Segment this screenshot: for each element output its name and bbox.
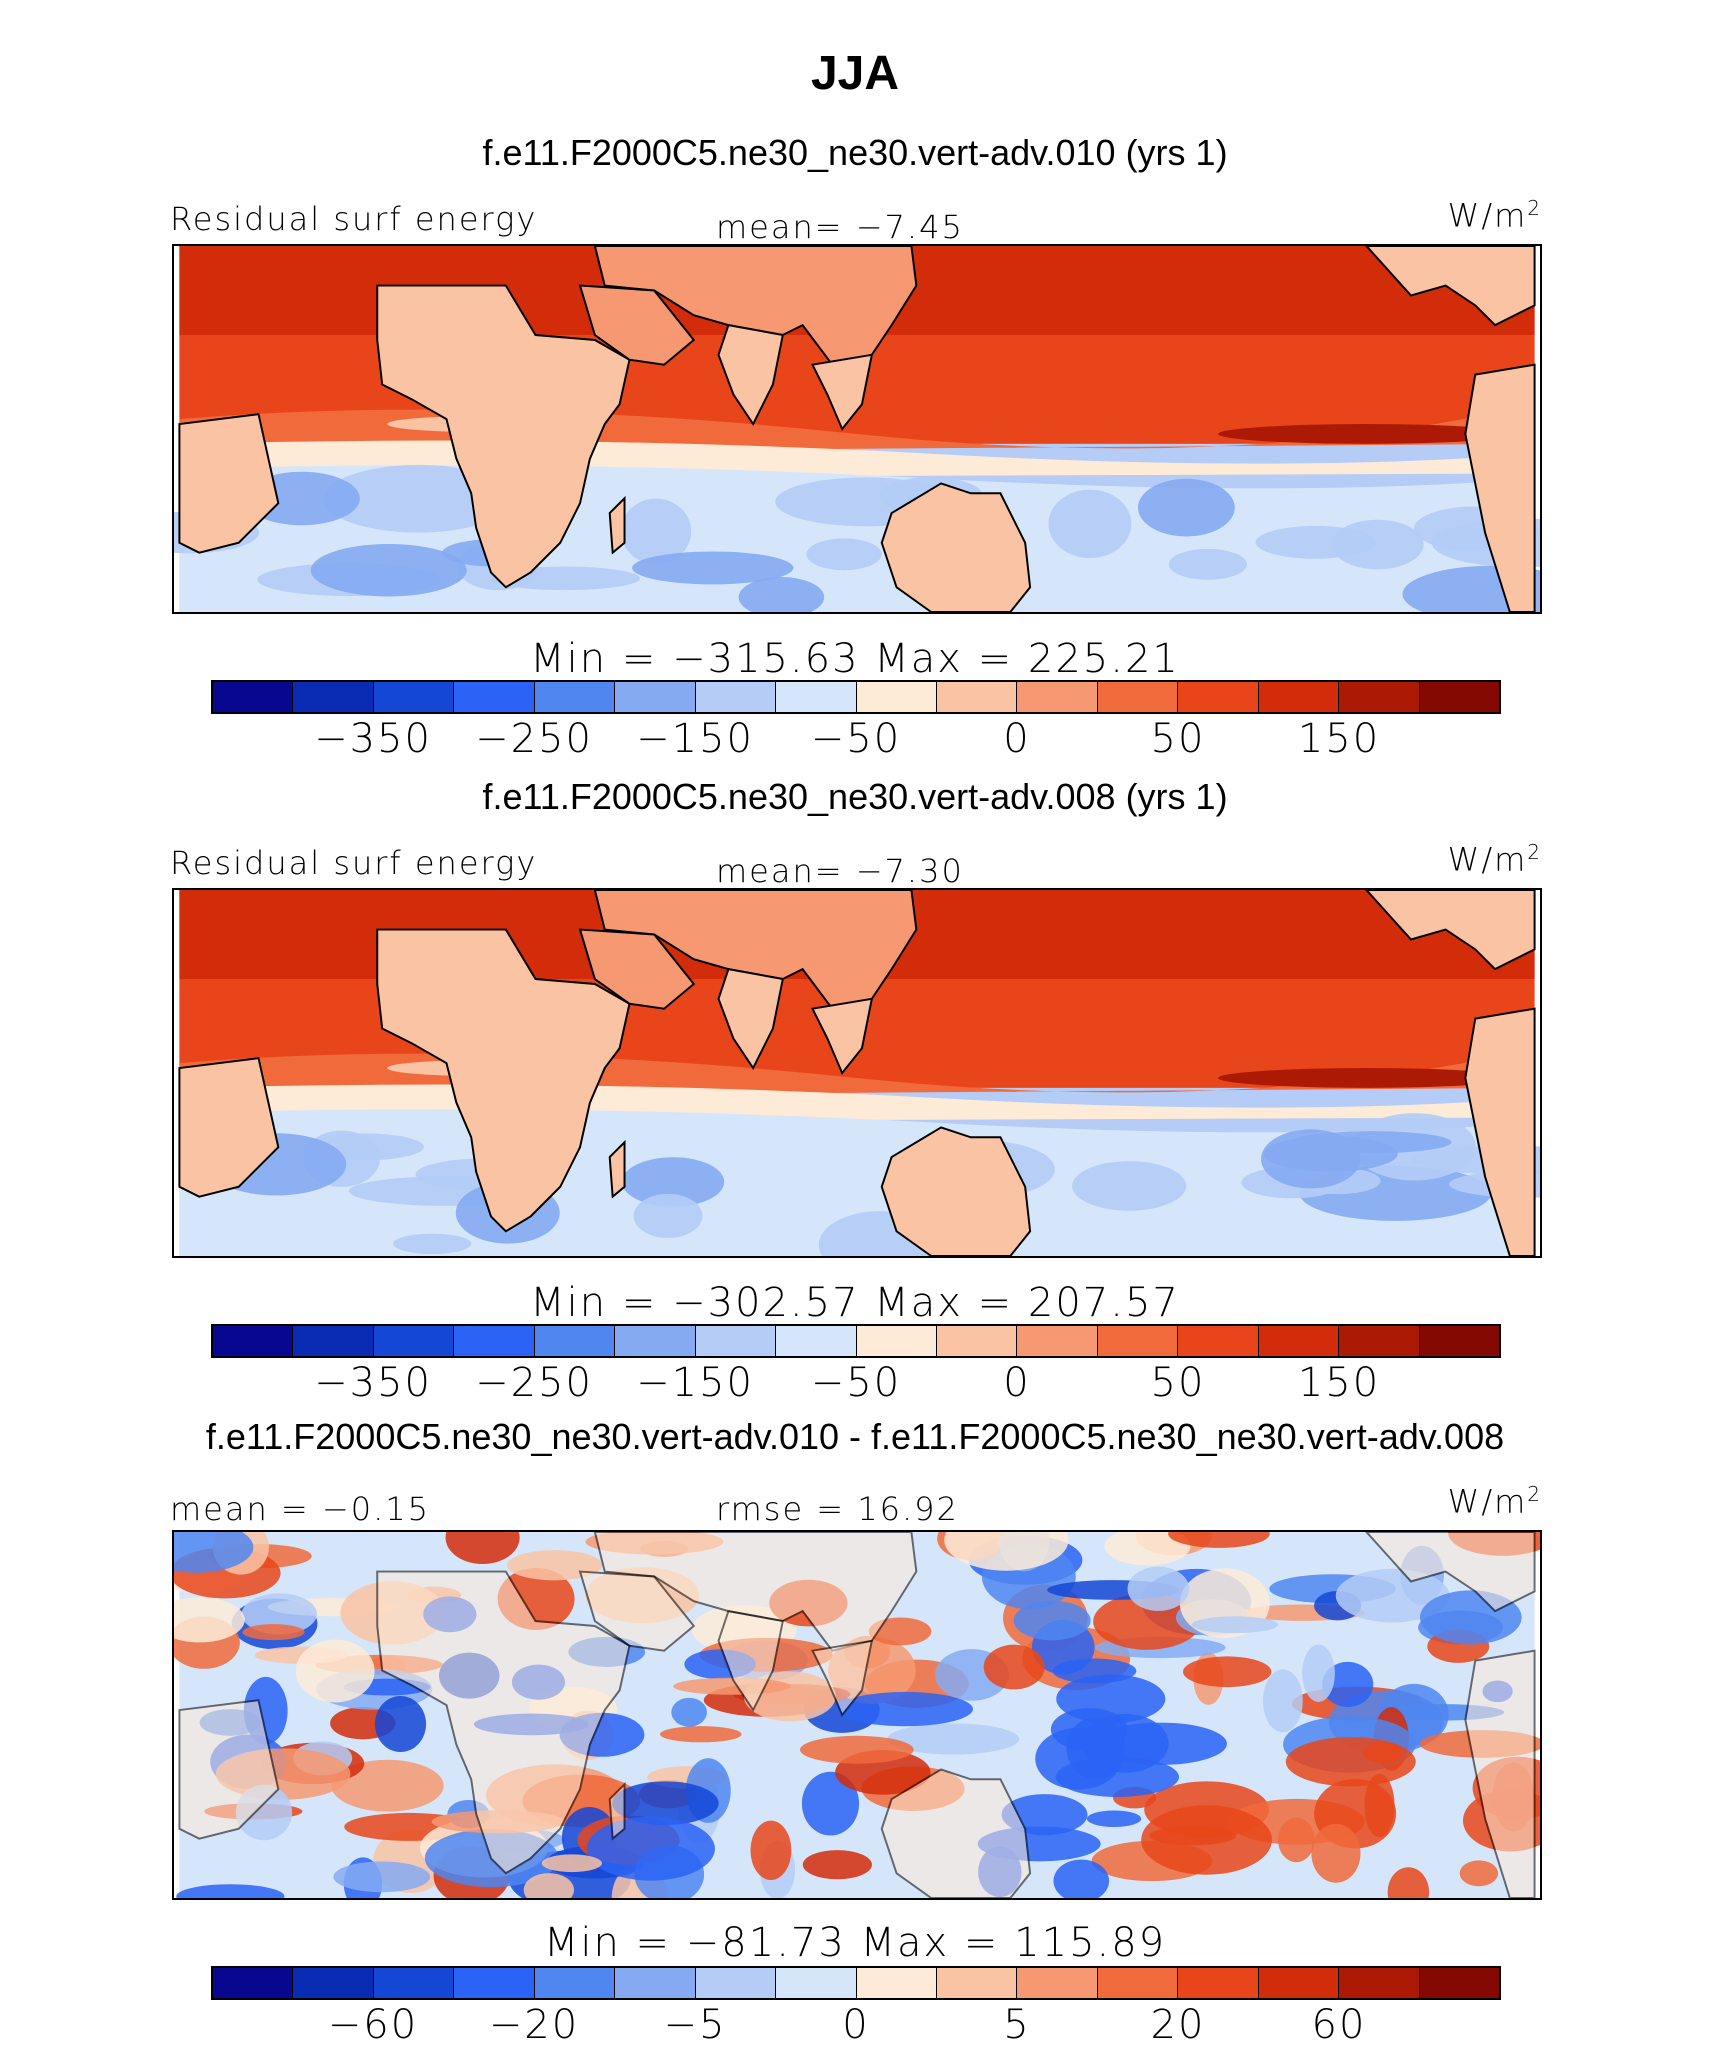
panel-2-map	[172, 888, 1542, 1258]
panel-3-title: f.e11.F2000C5.ne30_ne30.vert-adv.010 - f…	[205, 1416, 1505, 1457]
panel-2-minmax: Min = −302.57 Max = 207.57	[530, 1280, 1180, 1326]
colorbar-swatch	[213, 1968, 294, 1998]
colorbar-swatch	[1419, 1968, 1499, 1998]
panel-1-tick: −250	[475, 716, 593, 762]
colorbar-swatch	[1339, 1968, 1420, 1998]
colorbar-swatch	[373, 1968, 455, 1998]
panel-2-tick: 150	[1297, 1360, 1381, 1406]
panel-1-colorbar	[211, 680, 1501, 714]
panel-1-title: f.e11.F2000C5.ne30_ne30.vert-adv.010 (yr…	[482, 132, 1228, 173]
colorbar-swatch	[1097, 1326, 1179, 1356]
panel-2-tick: −250	[475, 1360, 593, 1406]
panel-3-tick: −20	[488, 2002, 580, 2048]
colorbar-swatch	[1419, 1326, 1499, 1356]
figure-title: JJA	[810, 47, 900, 100]
colorbar-swatch	[1258, 682, 1340, 712]
panel-2-tick: −350	[314, 1360, 432, 1406]
colorbar-swatch	[454, 682, 535, 712]
colorbar-swatch	[373, 1326, 455, 1356]
colorbar-swatch	[1178, 1968, 1259, 1998]
colorbar-swatch	[615, 1968, 696, 1998]
colorbar-swatch	[293, 682, 374, 712]
panel-2-variable-label: Residual surf energy	[170, 844, 538, 882]
panel-3-tick: 0	[842, 2002, 870, 2048]
colorbar-swatch	[1017, 1968, 1098, 1998]
panel-3-tick: 5	[1003, 2002, 1031, 2048]
colorbar-swatch	[534, 682, 616, 712]
panel-3-map	[172, 1530, 1542, 1900]
panel-2-colorbar	[211, 1324, 1501, 1358]
colorbar-swatch	[615, 1326, 696, 1356]
panel-1-tick: −150	[636, 716, 754, 762]
colorbar-swatch	[776, 682, 857, 712]
colorbar-swatch	[293, 1326, 374, 1356]
colorbar-swatch	[1339, 1326, 1420, 1356]
panel-2-mean-label: mean= −7.30	[716, 852, 964, 890]
colorbar-swatch	[454, 1326, 535, 1356]
colorbar-swatch	[1258, 1326, 1340, 1356]
colorbar-swatch	[936, 682, 1018, 712]
panel-2-tick: 0	[1003, 1360, 1031, 1406]
colorbar-swatch	[1419, 682, 1499, 712]
colorbar-swatch	[293, 1968, 374, 1998]
colorbar-swatch	[936, 1326, 1018, 1356]
colorbar-swatch	[1339, 682, 1420, 712]
colorbar-swatch	[856, 1968, 937, 1998]
colorbar-swatch	[213, 682, 294, 712]
panel-1-mean-label: mean= −7.45	[716, 208, 964, 246]
panel-2-units: W/m2	[1447, 840, 1542, 879]
panel-3-tick: 60	[1311, 2002, 1367, 2048]
panel-1-minmax: Min = −315.63 Max = 225.21	[530, 636, 1180, 682]
panel-3-colorbar	[211, 1966, 1501, 2000]
panel-1-map	[172, 244, 1542, 614]
colorbar-swatch	[1178, 682, 1259, 712]
panel-3-tick: −5	[663, 2002, 727, 2048]
colorbar-swatch	[615, 682, 696, 712]
panel-1-tick: 50	[1150, 716, 1206, 762]
panel-3-mean-label: mean = −0.15	[170, 1490, 430, 1528]
colorbar-swatch	[776, 1326, 857, 1356]
panel-1-tick: −350	[314, 716, 432, 762]
panel-2-tick: −50	[810, 1360, 902, 1406]
colorbar-swatch	[776, 1968, 857, 1998]
panel-1-variable-label: Residual surf energy	[170, 200, 538, 238]
colorbar-swatch	[373, 682, 455, 712]
colorbar-swatch	[213, 1326, 294, 1356]
panel-1-tick: 0	[1003, 716, 1031, 762]
colorbar-swatch	[695, 682, 777, 712]
panel-1-tick: −50	[810, 716, 902, 762]
colorbar-swatch	[1258, 1968, 1340, 1998]
colorbar-swatch	[454, 1968, 535, 1998]
colorbar-swatch	[1017, 682, 1098, 712]
colorbar-swatch	[856, 1326, 937, 1356]
colorbar-swatch	[695, 1326, 777, 1356]
panel-3-tick: 20	[1150, 2002, 1206, 2048]
panel-1-units: W/m2	[1447, 196, 1542, 235]
panel-2-title: f.e11.F2000C5.ne30_ne30.vert-adv.008 (yr…	[482, 776, 1228, 817]
colorbar-swatch	[1017, 1326, 1098, 1356]
colorbar-swatch	[534, 1968, 616, 1998]
panel-1-tick: 150	[1297, 716, 1381, 762]
panel-3-minmax: Min = −81.73 Max = 115.89	[543, 1920, 1167, 1966]
colorbar-swatch	[936, 1968, 1018, 1998]
colorbar-swatch	[1097, 1968, 1179, 1998]
panel-2-tick: −150	[636, 1360, 754, 1406]
colorbar-swatch	[534, 1326, 616, 1356]
panel-3-tick: −60	[327, 2002, 419, 2048]
colorbar-swatch	[1097, 682, 1179, 712]
colorbar-swatch	[1178, 1326, 1259, 1356]
panel-3-units: W/m2	[1447, 1482, 1542, 1521]
panel-2-tick: 50	[1150, 1360, 1206, 1406]
panel-3-rmse-label: rmse = 16.92	[716, 1490, 959, 1528]
colorbar-swatch	[856, 682, 937, 712]
colorbar-swatch	[695, 1968, 777, 1998]
